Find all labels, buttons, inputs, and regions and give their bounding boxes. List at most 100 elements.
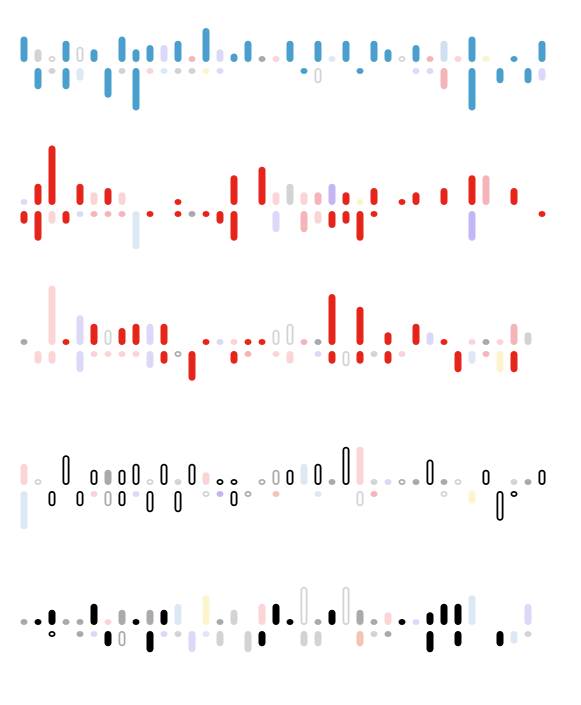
pill (118, 631, 126, 647)
pill (104, 351, 112, 357)
pill (20, 463, 28, 485)
pill (510, 631, 518, 644)
pill (314, 339, 322, 345)
pill (174, 199, 182, 205)
pill (314, 619, 322, 625)
pill (314, 351, 322, 357)
pill (384, 49, 392, 62)
pill (230, 53, 238, 62)
pill (356, 490, 364, 507)
pill (48, 211, 56, 224)
pill (314, 192, 322, 205)
pill (272, 491, 280, 497)
pill (356, 211, 364, 241)
pill (300, 192, 308, 205)
pill (146, 68, 154, 74)
pill (314, 211, 322, 224)
pill (482, 339, 490, 345)
pill (48, 631, 56, 638)
pill (76, 619, 84, 625)
pill (230, 490, 238, 507)
pill (202, 490, 210, 497)
pill (62, 68, 70, 90)
pill (160, 463, 168, 485)
pill (90, 49, 98, 62)
pill (384, 332, 392, 345)
pill (440, 40, 448, 62)
pill (272, 603, 280, 625)
pill (356, 351, 364, 364)
pill (258, 166, 266, 205)
pill (370, 619, 378, 625)
pill (62, 339, 70, 345)
pill (48, 68, 56, 74)
pill (496, 490, 504, 521)
pill (370, 631, 378, 637)
pill (468, 351, 476, 364)
pill (174, 68, 182, 74)
pill (538, 469, 546, 486)
pill (342, 350, 350, 367)
pill (146, 631, 154, 653)
pill (146, 211, 154, 217)
pill (48, 285, 56, 345)
pill (174, 350, 182, 357)
pill (20, 199, 28, 205)
pill (230, 609, 238, 625)
pill (104, 469, 112, 485)
pill (454, 56, 462, 62)
pill (496, 351, 504, 373)
pill (286, 40, 294, 62)
pill (328, 211, 336, 228)
pill (48, 145, 56, 205)
pill (482, 351, 490, 357)
pill (412, 68, 420, 74)
pill (454, 603, 462, 625)
pill (482, 175, 490, 205)
pill (468, 491, 476, 504)
pill (202, 211, 210, 217)
pill (454, 631, 462, 647)
pill (132, 323, 140, 345)
pill (118, 490, 126, 507)
pill (272, 469, 280, 486)
pill (258, 603, 266, 625)
pill (258, 478, 266, 485)
pill (174, 631, 182, 637)
pill (286, 619, 294, 625)
pill (34, 49, 42, 62)
pill (62, 619, 70, 625)
pill (90, 491, 98, 497)
pill (482, 469, 490, 486)
pill (412, 192, 420, 205)
pill (342, 586, 350, 626)
pill (202, 68, 210, 74)
pill (356, 446, 364, 485)
pill (538, 68, 546, 81)
pill (160, 68, 168, 74)
pill (62, 40, 70, 62)
pill (76, 68, 84, 81)
pill (524, 332, 532, 345)
pill (132, 491, 140, 497)
pill (510, 490, 518, 497)
pill (538, 40, 546, 62)
pill (146, 478, 154, 485)
pill (118, 211, 126, 217)
pill (328, 294, 336, 345)
pill (202, 28, 210, 62)
pill (146, 490, 154, 513)
pill (90, 192, 98, 205)
pill (440, 188, 448, 205)
pill (496, 339, 504, 345)
pill (300, 463, 308, 485)
pill (62, 211, 70, 224)
pill (356, 631, 364, 647)
pill (258, 339, 266, 345)
pill (300, 339, 308, 345)
pill (440, 479, 448, 485)
pill (244, 351, 252, 357)
pill (300, 631, 308, 647)
pill (496, 68, 504, 84)
